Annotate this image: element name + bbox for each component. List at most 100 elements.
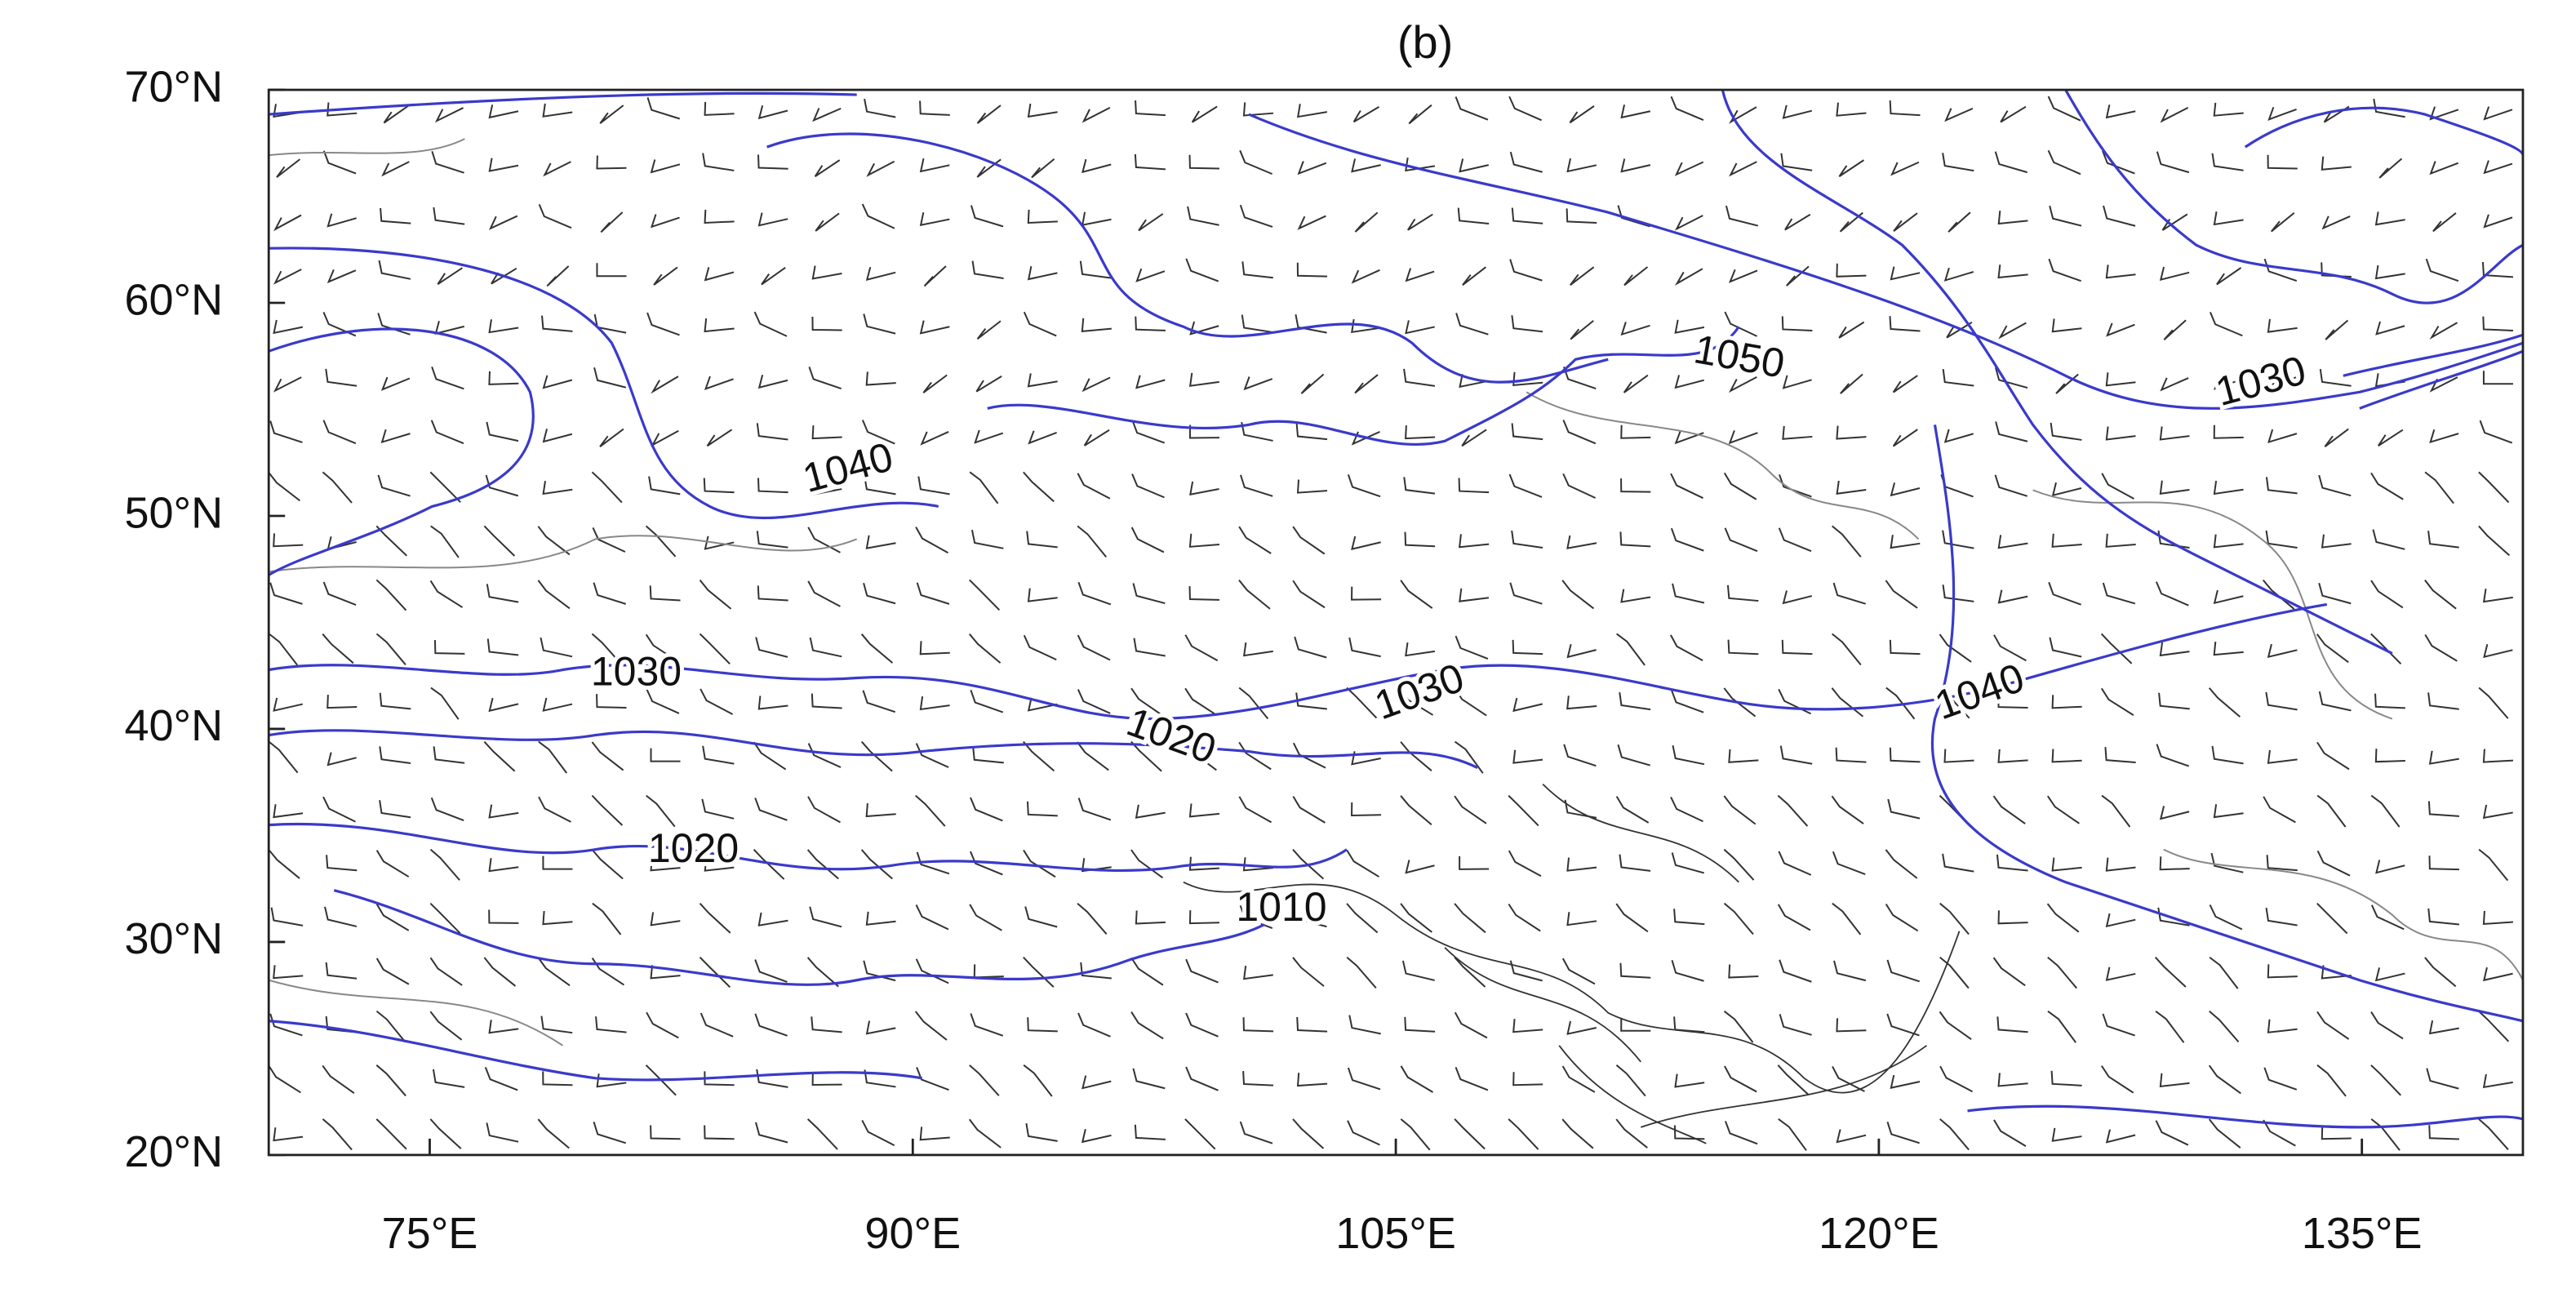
- wind-barb: [488, 158, 519, 172]
- wind-barb: [861, 420, 895, 445]
- wind-barb: [2316, 633, 2349, 664]
- wind-barb: [1674, 161, 1704, 176]
- wind-barb: [1188, 856, 1220, 871]
- wind-barb: [699, 580, 732, 610]
- wind-barb: [2482, 967, 2513, 982]
- wind-barb: [969, 471, 999, 504]
- wind-barb: [322, 420, 357, 445]
- wind-barb: [325, 962, 358, 980]
- wind-barb: [433, 640, 465, 655]
- wind-barb: [1781, 639, 1813, 655]
- wind-barb: [2482, 749, 2513, 763]
- wind-barb: [433, 207, 465, 225]
- wind-barb: [1726, 584, 1759, 602]
- wind-barb: [1081, 1129, 1112, 1144]
- wind-barb: [2209, 1011, 2240, 1043]
- wind-barb: [1673, 909, 1705, 926]
- wind-barb: [1892, 429, 1918, 447]
- wind-barb: [1081, 858, 1112, 873]
- wind-barb: [383, 104, 409, 124]
- wind-barb: [1778, 851, 1812, 876]
- wind-barb: [1238, 526, 1272, 554]
- wind-barb: [2270, 211, 2295, 233]
- wind-barb: [1831, 795, 1864, 824]
- wind-barb: [2424, 633, 2458, 662]
- wind-barb: [1242, 1070, 1274, 1086]
- wind-barb: [2050, 422, 2082, 441]
- wind-barb: [1511, 315, 1543, 333]
- wind-barb: [702, 745, 735, 765]
- wind-barb: [753, 311, 788, 337]
- wind-barb: [753, 741, 787, 771]
- wind-barb: [972, 746, 1004, 764]
- wind-barb: [969, 579, 1001, 611]
- wind-barb: [702, 153, 735, 171]
- wind-barb: [488, 858, 519, 873]
- wind-barb: [2370, 1064, 2401, 1096]
- wind-barb: [1455, 635, 1489, 660]
- wind-barb: [2427, 692, 2459, 710]
- wind-barb: [2100, 633, 2133, 664]
- wind-barb: [919, 211, 950, 227]
- wind-barb: [1027, 588, 1058, 602]
- wind-barb: [542, 697, 573, 712]
- wind-barb: [651, 375, 679, 394]
- wind-barb: [2263, 1067, 2298, 1091]
- wind-barb: [650, 159, 681, 174]
- wind-barb: [1187, 206, 1219, 226]
- wind-barb: [1724, 1065, 1757, 1093]
- wind-barb: [1562, 420, 1597, 445]
- wind-barb: [1777, 904, 1811, 931]
- wind-barb: [807, 743, 842, 768]
- wind-barb: [969, 904, 1002, 931]
- wind-barb: [2318, 691, 2352, 712]
- wind-barb: [484, 1067, 518, 1091]
- wind-barb: [1939, 1011, 1972, 1041]
- wind-barb: [919, 695, 950, 711]
- wind-barb: [542, 1071, 573, 1086]
- wind-barb: [1836, 1018, 1867, 1033]
- wind-barb: [969, 1064, 1000, 1096]
- wind-barb: [1135, 268, 1166, 282]
- wind-barb: [757, 912, 788, 927]
- wind-barb: [2105, 372, 2136, 387]
- wind-barb: [2155, 581, 2189, 607]
- wind-barb: [2378, 158, 2403, 179]
- wind-barb: [922, 374, 948, 393]
- wind-barb: [2159, 480, 2190, 495]
- wind-barb: [1512, 371, 1543, 386]
- wind-barb: [1081, 376, 1111, 393]
- wind-barb: [437, 267, 463, 286]
- wind-barb: [2482, 804, 2513, 820]
- wind-barb: [380, 376, 411, 391]
- wind-barb: [600, 211, 624, 233]
- wind-barb: [2163, 319, 2187, 341]
- wind-barb: [488, 104, 519, 119]
- wind-barb: [1727, 639, 1759, 655]
- wind-barb: [919, 641, 950, 655]
- wind-barb: [593, 1121, 626, 1144]
- wind-barb: [1782, 104, 1813, 119]
- wind-barb: [488, 909, 519, 924]
- contour-label: 1050: [1690, 326, 1788, 386]
- wind-barb: [1459, 158, 1489, 173]
- wind-barb: [2267, 376, 2297, 393]
- wind-barb: [1728, 106, 1757, 124]
- wind-barb: [699, 633, 731, 665]
- wind-barb: [1674, 319, 1705, 334]
- wind-barb: [1081, 211, 1112, 226]
- wind-barb: [1455, 313, 1489, 335]
- wind-barb: [2159, 856, 2190, 871]
- wind-barb: [1674, 268, 1703, 286]
- wind-barb: [2213, 641, 2244, 656]
- wind-barb: [704, 1071, 735, 1086]
- wind-barb: [1509, 151, 1543, 173]
- wind-barb: [491, 267, 517, 285]
- wind-barb: [542, 855, 573, 870]
- wind-barb: [429, 1118, 462, 1149]
- wind-barb: [1292, 526, 1326, 555]
- wind-barb: [1723, 902, 1754, 935]
- wind-barb: [1296, 262, 1328, 278]
- wind-barb: [1294, 906, 1327, 928]
